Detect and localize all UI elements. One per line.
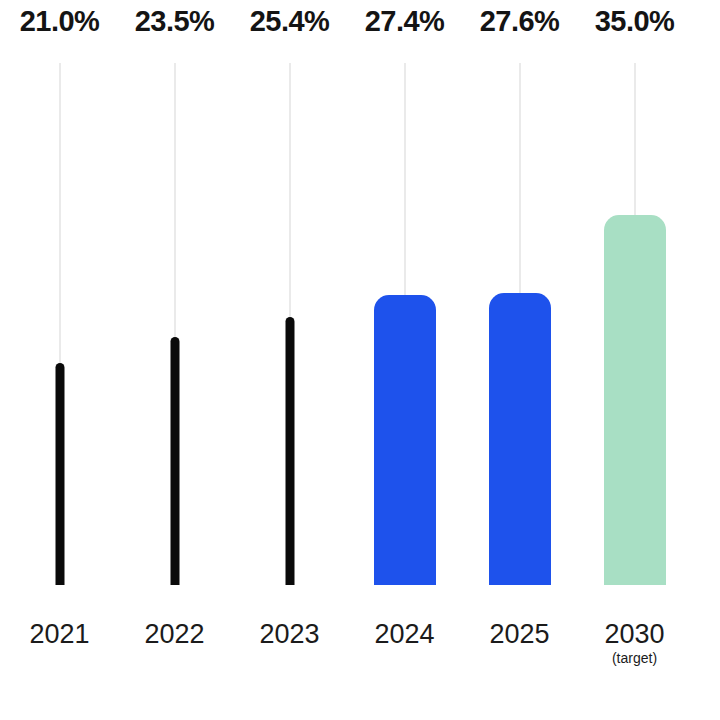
chart-column-2023: 25.4% 2023 <box>232 0 347 665</box>
year-label: 2021 <box>29 621 89 648</box>
drop-line <box>404 63 405 297</box>
year-label: 2025 <box>489 621 549 648</box>
bar-2025 <box>489 293 551 585</box>
chart-column-2022: 23.5% 2022 <box>117 0 232 665</box>
value-label: 23.5% <box>135 0 215 63</box>
year-label: 2022 <box>144 621 204 648</box>
bar-2030 <box>604 215 666 585</box>
year-label: 2023 <box>259 621 319 648</box>
bar-2021 <box>55 363 64 585</box>
stem-area <box>2 63 117 585</box>
bar-2022 <box>170 337 179 585</box>
chart-column-2021: 21.0% 2021 <box>2 0 117 665</box>
drop-line <box>59 63 60 365</box>
target-sublabel: (target) <box>612 651 657 665</box>
drop-line <box>174 63 175 339</box>
bar-2024 <box>374 295 436 585</box>
value-label: 35.0% <box>595 0 675 63</box>
stem-area <box>232 63 347 585</box>
drop-line <box>289 63 290 319</box>
year-label: 2024 <box>374 621 434 648</box>
chart-column-2025: 27.6% 2025 <box>462 0 577 665</box>
stem-area <box>577 63 692 585</box>
value-label: 27.4% <box>365 0 445 63</box>
drop-line <box>634 63 635 217</box>
bar-chart: 21.0% 2021 23.5% 2022 25.4% 2023 27.4% 2 <box>2 0 692 665</box>
stem-area <box>462 63 577 585</box>
value-label: 25.4% <box>250 0 330 63</box>
chart-column-2024: 27.4% 2024 <box>347 0 462 665</box>
bar-2023 <box>285 317 294 586</box>
stem-area <box>117 63 232 585</box>
stem-area <box>347 63 462 585</box>
value-label: 27.6% <box>480 0 560 63</box>
year-label: 2030 <box>604 621 664 648</box>
chart-column-2030: 35.0% 2030 (target) <box>577 0 692 665</box>
value-label: 21.0% <box>20 0 100 63</box>
drop-line <box>519 63 520 295</box>
